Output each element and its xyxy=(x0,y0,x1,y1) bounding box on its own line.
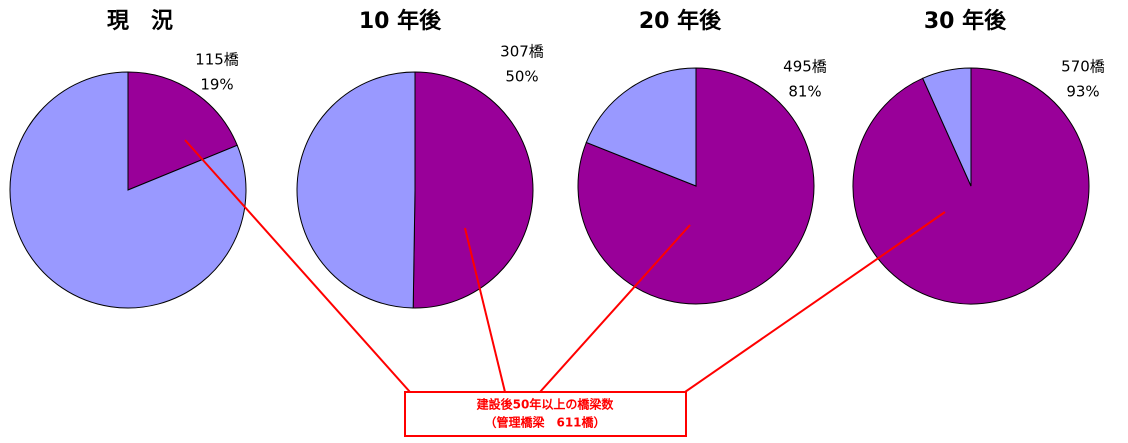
pie-slice xyxy=(9,71,247,309)
percent-label: 50% xyxy=(505,68,538,86)
value-label: 570橋 xyxy=(1061,58,1105,76)
arrow xyxy=(184,139,411,393)
chart-title: 現 況 xyxy=(107,9,173,34)
pie-slice xyxy=(922,67,972,187)
arrow xyxy=(684,211,946,393)
callout-line: （管理橋梁 611橋） xyxy=(484,415,605,430)
pie-slice xyxy=(585,67,697,187)
callout-box xyxy=(404,391,687,437)
chart-title: 20 年後 xyxy=(639,8,722,34)
pie-slice xyxy=(412,71,534,309)
chart-title: 30 年後 xyxy=(924,8,1007,34)
value-label: 495橋 xyxy=(783,58,827,76)
callout-line: 建設後50年以上の橋梁数 xyxy=(476,397,615,412)
arrow xyxy=(464,227,506,393)
arrow xyxy=(539,224,691,393)
percent-label: 93% xyxy=(1066,83,1099,101)
value-label: 115橋 xyxy=(195,51,239,69)
pie-slice xyxy=(577,67,815,305)
percent-label: 81% xyxy=(788,83,821,101)
value-label: 307橋 xyxy=(500,43,544,61)
pie-slice xyxy=(127,71,238,191)
pie-slice xyxy=(296,71,416,309)
chart-title: 10 年後 xyxy=(359,8,442,34)
percent-label: 19% xyxy=(200,76,233,94)
arrows xyxy=(184,139,946,393)
